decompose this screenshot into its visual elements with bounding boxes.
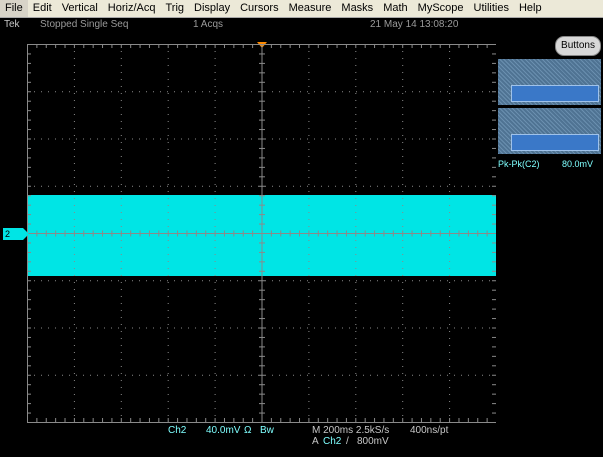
readout-slot-1-field[interactable]	[511, 85, 599, 102]
measurement-label: Pk-Pk(C2)	[498, 159, 540, 169]
vertical-scale[interactable]: 40.0mV	[206, 425, 241, 436]
menu-utilities[interactable]: Utilities	[473, 2, 509, 14]
buttons-button[interactable]: Buttons	[555, 36, 601, 56]
menu-cursors[interactable]: Cursors	[240, 2, 279, 14]
coupling-symbol: Ω	[244, 425, 252, 436]
horizontal-readout[interactable]: M 200ms 2.5kS/s	[312, 425, 390, 436]
menu-math[interactable]: Math	[383, 2, 408, 14]
menu-bar: File Edit Vertical Horiz/Acq Trig Displa…	[0, 0, 603, 18]
menu-horiz-acq[interactable]: Horiz/Acq	[107, 2, 156, 14]
trigger-level[interactable]: 800mV	[357, 436, 389, 447]
measurement-value: 80.0mV	[562, 159, 594, 169]
channel-2-marker[interactable]: 2	[3, 228, 29, 240]
readout-slot-2[interactable]	[498, 108, 601, 154]
graticule	[27, 44, 497, 423]
menu-display[interactable]: Display	[194, 2, 231, 14]
menu-trig[interactable]: Trig	[165, 2, 185, 14]
record-readout[interactable]: 400ns/pt	[410, 425, 449, 436]
acquisition-count: 1 Acqs	[193, 19, 224, 30]
acquisition-state: Stopped Single Seq	[40, 19, 129, 30]
status-bar: Tek Stopped Single Seq 1 Acqs 21 May 14 …	[0, 18, 603, 34]
readout-slot-2-field[interactable]	[511, 134, 599, 151]
trigger-channel[interactable]: Ch2	[323, 436, 342, 447]
menu-edit[interactable]: Edit	[32, 2, 52, 14]
menu-myscope[interactable]: MyScope	[417, 2, 464, 14]
trigger-slope: /	[346, 436, 349, 447]
brand-label: Tek	[4, 19, 20, 30]
bandwidth-limit: Bw	[260, 425, 274, 436]
menu-vertical[interactable]: Vertical	[61, 2, 98, 14]
date-time: 21 May 14 13:08:20	[370, 19, 459, 30]
menu-help[interactable]: Help	[518, 2, 542, 14]
menu-masks[interactable]: Masks	[341, 2, 374, 14]
menu-measure[interactable]: Measure	[288, 2, 332, 14]
channel-readout[interactable]: Ch2	[168, 425, 187, 436]
menu-file[interactable]: File	[0, 0, 28, 17]
readout-slot-1[interactable]	[498, 59, 601, 105]
trigger-prefix: A	[312, 436, 319, 447]
